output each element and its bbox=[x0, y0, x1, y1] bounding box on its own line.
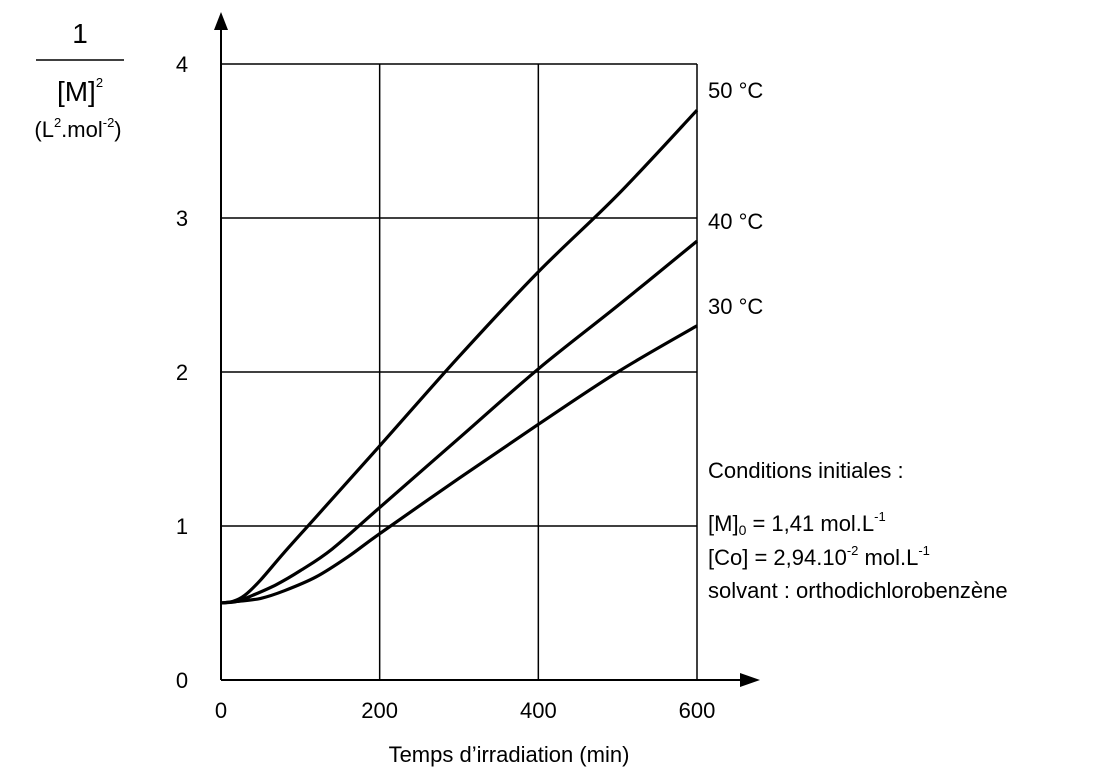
y-tick-label: 0 bbox=[176, 668, 188, 693]
x-axis-arrow bbox=[740, 673, 760, 687]
series-line bbox=[220, 109, 699, 605]
conditions-solvent: solvant : orthodichlorobenzène bbox=[708, 578, 1008, 603]
series-label: 30 °C bbox=[708, 294, 763, 319]
conditions-m0: [M]0 = 1,41 mol.L-1 bbox=[708, 509, 886, 538]
y-tick-label: 2 bbox=[176, 360, 188, 385]
conditions-title: Conditions initiales : bbox=[708, 458, 904, 483]
y-label-numerator: 1 bbox=[72, 18, 88, 49]
y-axis-arrow bbox=[214, 12, 228, 30]
y-label-unit: (L2.mol-2) bbox=[34, 115, 121, 142]
conditions-co: [Co] = 2,94.10-2 mol.L-1 bbox=[708, 543, 930, 570]
x-tick-label: 400 bbox=[520, 698, 557, 723]
y-label-denominator: [M]2 bbox=[57, 75, 103, 107]
y-axis-label: 1 [M]2 (L2.mol-2) bbox=[34, 18, 124, 142]
series-line bbox=[220, 239, 699, 605]
series-label: 50 °C bbox=[708, 78, 763, 103]
tick-labels: 0 200 400 600 0 1 2 3 4 bbox=[176, 52, 715, 723]
series-label: 40 °C bbox=[708, 209, 763, 234]
x-axis-label: Temps d’irradiation (min) bbox=[389, 742, 630, 767]
initial-conditions: Conditions initiales : [M]0 = 1,41 mol.L… bbox=[708, 458, 1008, 603]
series-line bbox=[220, 324, 698, 605]
x-tick-label: 200 bbox=[361, 698, 398, 723]
y-tick-label: 4 bbox=[176, 52, 188, 77]
y-tick-label: 1 bbox=[176, 514, 188, 539]
axes bbox=[214, 12, 760, 687]
series-lines: 50 °C 40 °C 30 °C bbox=[220, 78, 763, 605]
x-tick-label: 0 bbox=[215, 698, 227, 723]
grid bbox=[221, 63, 698, 680]
x-tick-label: 600 bbox=[679, 698, 716, 723]
y-tick-label: 3 bbox=[176, 206, 188, 231]
